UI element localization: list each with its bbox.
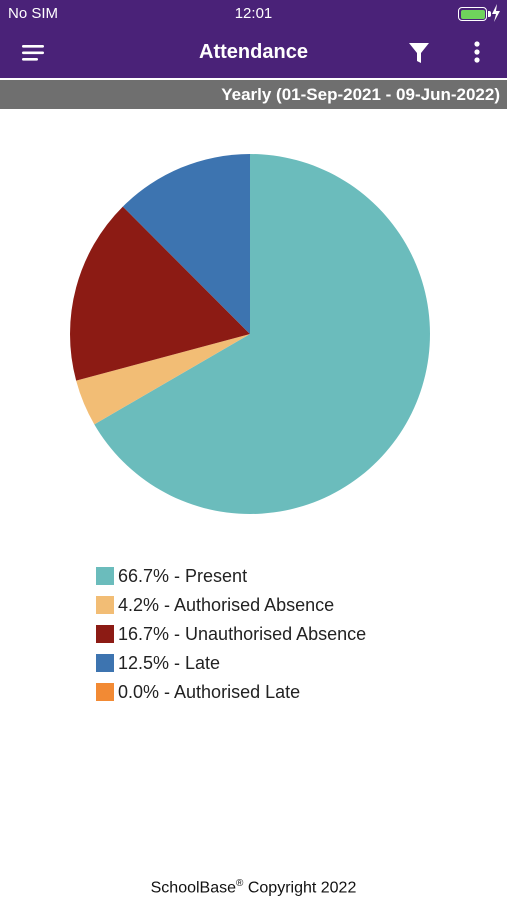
pie-slice[interactable]	[122, 154, 250, 334]
legend-label: 16.7% - Unauthorised Absence	[118, 624, 367, 644]
footer-registered-mark: ®	[236, 878, 244, 889]
copyright-footer: SchoolBase® Copyright 2022	[0, 878, 507, 897]
hamburger-menu-icon[interactable]	[16, 40, 50, 66]
legend-label: 4.2% - Authorised Absence	[118, 595, 335, 615]
filter-icon[interactable]	[405, 40, 433, 66]
more-vertical-icon[interactable]	[466, 40, 488, 66]
attendance-pie-chart	[70, 154, 430, 514]
status-time: 12:01	[234, 5, 273, 22]
legend-swatch	[96, 596, 114, 614]
page-title: Attendance	[199, 41, 308, 63]
legend-swatch	[96, 683, 114, 701]
legend-label: 66.7% - Present	[118, 566, 248, 586]
pie-slice[interactable]	[76, 334, 251, 425]
pie-slice[interactable]	[94, 154, 430, 514]
charging-bolt-icon	[492, 4, 500, 22]
period-range-bar[interactable]: Yearly (01-Sep-2021 - 09-Jun-2022)	[0, 80, 507, 109]
footer-copyright: Copyright 2022	[243, 879, 357, 897]
legend-label: 12.5% - Late	[118, 653, 221, 673]
legend-label: 0.0% - Authorised Late	[118, 682, 301, 702]
legend-swatch	[96, 567, 114, 585]
footer-brand: SchoolBase	[150, 879, 237, 897]
app-header: Attendance	[0, 28, 507, 78]
legend-swatch	[96, 625, 114, 643]
pie-slice[interactable]	[70, 206, 250, 381]
status-bar: No SIM 12:01	[0, 0, 507, 28]
legend-swatch	[96, 654, 114, 672]
battery-icon	[458, 7, 491, 21]
carrier-label: No SIM	[8, 5, 59, 22]
